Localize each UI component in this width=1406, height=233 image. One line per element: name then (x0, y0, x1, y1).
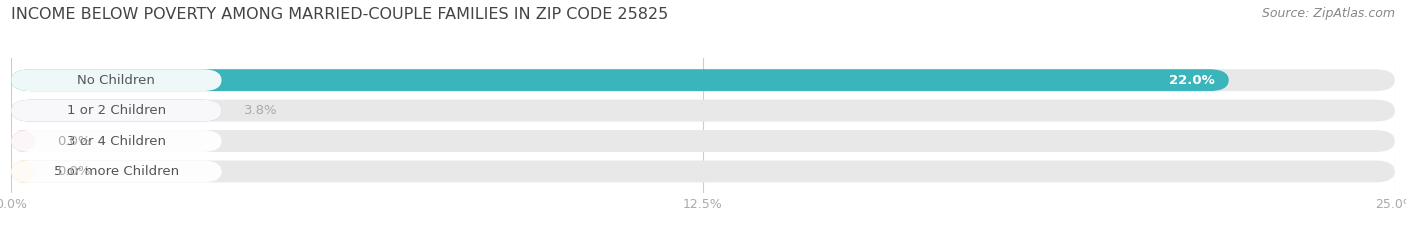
Text: 3 or 4 Children: 3 or 4 Children (67, 134, 166, 147)
FancyBboxPatch shape (11, 69, 1395, 91)
FancyBboxPatch shape (11, 100, 222, 122)
Text: 3.8%: 3.8% (243, 104, 277, 117)
Text: No Children: No Children (77, 74, 155, 87)
FancyBboxPatch shape (11, 161, 222, 182)
Text: 22.0%: 22.0% (1170, 74, 1215, 87)
FancyBboxPatch shape (11, 100, 222, 122)
FancyBboxPatch shape (11, 130, 1395, 152)
Text: 0.0%: 0.0% (58, 165, 91, 178)
FancyBboxPatch shape (11, 69, 222, 91)
FancyBboxPatch shape (11, 69, 1229, 91)
FancyBboxPatch shape (11, 130, 222, 152)
FancyBboxPatch shape (11, 100, 1395, 122)
Text: 1 or 2 Children: 1 or 2 Children (67, 104, 166, 117)
FancyBboxPatch shape (11, 161, 35, 182)
Text: Source: ZipAtlas.com: Source: ZipAtlas.com (1261, 7, 1395, 20)
Text: INCOME BELOW POVERTY AMONG MARRIED-COUPLE FAMILIES IN ZIP CODE 25825: INCOME BELOW POVERTY AMONG MARRIED-COUPL… (11, 7, 668, 22)
Text: 0.0%: 0.0% (58, 134, 91, 147)
FancyBboxPatch shape (11, 130, 35, 152)
FancyBboxPatch shape (11, 161, 1395, 182)
Text: 5 or more Children: 5 or more Children (53, 165, 179, 178)
